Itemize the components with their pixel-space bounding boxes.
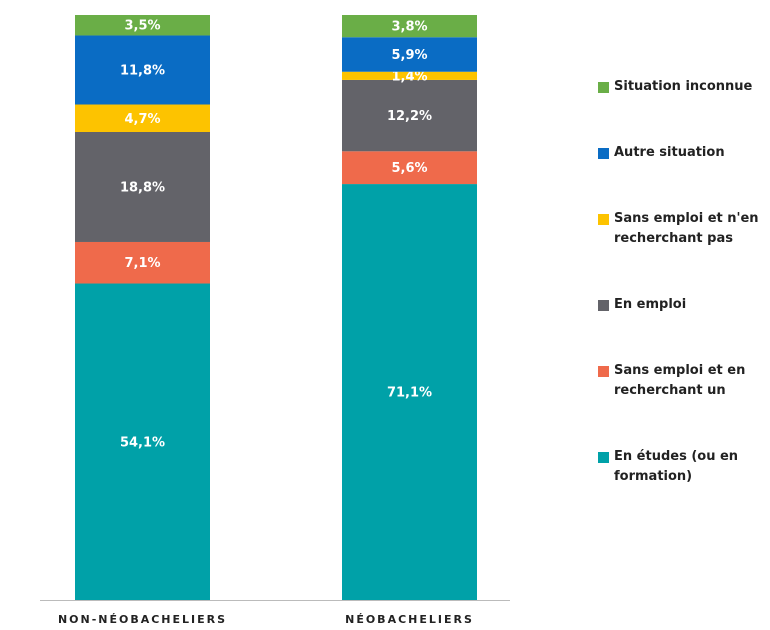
value-label: 12,2% [387,109,432,124]
x-tick-label: NÉOBACHELIERS [345,613,474,626]
legend-label: Sans emploi et en recherchant un [614,363,746,398]
bar-segment [75,241,210,284]
legend-item: Autre situation [598,143,763,163]
bar-segment [75,35,210,105]
legend-swatch [598,82,609,93]
legend-label: Situation inconnue [614,79,753,94]
legend-item: Situation inconnue [598,77,763,97]
bar-segment [342,151,477,185]
bar-segment [342,37,477,72]
bar-segment [75,15,210,36]
value-label: 54,1% [120,435,165,450]
legend-item: En emploi [598,295,763,315]
legend-label: En études (ou en formation) [614,449,739,484]
legend-label: Sans emploi et n'en recherchant pas [614,211,759,246]
legend-label: Autre situation [614,145,725,160]
legend-item: Sans emploi et en recherchant un [598,361,763,401]
legend-swatch [598,214,609,225]
value-label: 5,9% [391,48,427,63]
legend: Situation inconnue Autre situation Sans em… [598,77,763,487]
bar-segment [75,104,210,132]
bar-segment [342,15,477,38]
bar-segment [75,283,210,600]
bar-segment [342,184,477,600]
bar-segment [75,132,210,242]
legend-swatch [598,300,609,311]
x-tick-label: NON-NÉOBACHELIERS [58,613,227,626]
legend-swatch [598,452,609,463]
bar-segment [342,79,477,152]
value-label: 5,6% [391,161,427,176]
value-label: 3,8% [391,20,427,35]
legend-swatch [598,366,609,377]
legend-item: Sans emploi et n'en recherchant pas [598,209,763,249]
value-label: 3,5% [124,19,160,34]
legend-label: En emploi [614,297,687,312]
legend-item: En études (ou en formation) [598,447,763,487]
value-label: 11,8% [120,63,165,78]
value-label: 71,1% [387,386,432,401]
value-label: 7,1% [124,256,160,271]
value-label: 1,4% [391,69,427,84]
value-label: 4,7% [124,112,160,127]
legend-swatch [598,148,609,159]
bar-segment [342,71,477,80]
value-label: 18,8% [120,180,165,195]
